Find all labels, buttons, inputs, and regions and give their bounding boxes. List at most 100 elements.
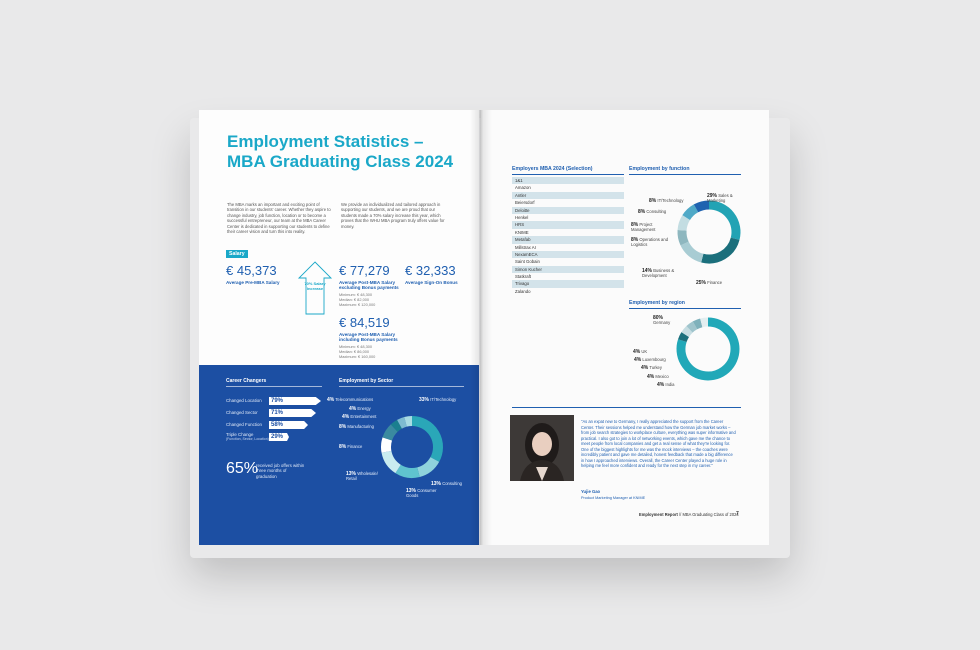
function-value-pm: 8% [631, 222, 639, 228]
sector-value-energy: 4% [349, 406, 357, 412]
sector-legend-it: 33% IT/Technology [419, 397, 456, 403]
post-mba-median: Median: € 82,000 [339, 296, 370, 302]
post-bonus-min: Minimum: € 48,300 [339, 344, 373, 349]
function-value-sales: 29% [707, 193, 718, 199]
sector-slice-4 [381, 437, 393, 453]
employer-row: NexamECA [512, 250, 624, 259]
sector-name-finance: Finance [347, 444, 363, 449]
sector-slice-7 [397, 416, 407, 429]
region-value-uk: 4% [633, 349, 641, 355]
sector-legend-entertainment: 4% Entertainment [342, 414, 377, 420]
sector-value-telecom: 4% [327, 397, 335, 403]
region-name-turkey: Turkey [649, 365, 662, 370]
employer-row: HRS [512, 221, 624, 229]
footer-report: Employment Report [639, 512, 678, 517]
post-mba-stats: Minimum: € 48,300 Median: € 82,000 Maxim… [339, 292, 375, 307]
post-bonus-median: Median: € 86,000 [339, 348, 370, 354]
function-legend-finance: 25% Finance [696, 280, 723, 286]
employer-row: Amazon [515, 185, 531, 191]
changer-bar-triple: 29% [269, 433, 289, 441]
portrait-photo [510, 415, 574, 481]
sector-slice-5 [382, 424, 398, 441]
sector-rule [339, 386, 464, 387]
post-mba-value: € 77,279 [339, 263, 390, 278]
region-value-germany: 80% [653, 315, 664, 321]
region-name-india: India [665, 382, 675, 387]
function-legend-ops: 8% Operations and Logistics [631, 237, 675, 248]
sector-legend-energy: 4% Energy [349, 406, 371, 412]
signon-label: Average Sign-On Bonus [405, 280, 458, 285]
page-number: 7 [736, 511, 739, 517]
sector-name-manufacturing: Manufacturing [347, 424, 374, 429]
testimonial-role: Product Marketing Manager at KNIME [581, 496, 646, 500]
sector-value-consumer: 13% [406, 488, 417, 494]
region-legend-india: 4% India [657, 382, 675, 388]
employer-row: Trivago [512, 280, 624, 288]
region-donut [676, 317, 740, 381]
sector-slice-0 [411, 416, 443, 462]
increase-arrow-label: 70% Salary Increase [304, 281, 326, 291]
sector-slice-2 [395, 464, 420, 478]
function-slice-6 [693, 200, 710, 213]
pre-mba-value: € 45,373 [226, 263, 277, 278]
employer-row: Zalando [515, 288, 531, 294]
region-legend-mexico: 4% Mexico [647, 374, 669, 380]
function-slice-0 [708, 200, 741, 240]
sector-legend-finance: 8% Finance [339, 444, 363, 450]
employer-row: Simon Kucher [512, 265, 624, 274]
employer-row: Antler [512, 191, 624, 200]
function-legend-pm: 8% Project Management [631, 222, 673, 233]
employer-row: Henkel [515, 214, 529, 220]
function-name-ops: Operations and Logistics [631, 237, 669, 247]
function-title: Employment by function [629, 166, 690, 172]
sector-value-wholesale: 13% [346, 471, 357, 477]
function-legend-consulting: 8% Consulting [638, 209, 666, 215]
changer-bar-sector: 71% [269, 409, 316, 417]
region-value-india: 4% [657, 382, 665, 388]
testimonial-quote: "As an expat new to Germany, I really ap… [581, 419, 736, 468]
sector-donut [381, 416, 443, 478]
function-name-sales: Sales & Marketing [707, 193, 733, 203]
sector-title: Employment by Sector [339, 378, 394, 384]
sector-value-it: 33% [419, 397, 430, 403]
employer-row: Statkraft [515, 274, 532, 280]
region-slice-0 [676, 317, 740, 381]
post-bonus-stats: Minimum: € 48,300 Median: € 86,000 Maxim… [339, 344, 375, 359]
left-page: Employment Statistics – MBA Graduating C… [199, 110, 479, 545]
salary-tag: Salary [226, 250, 248, 258]
post-mba-label: Average Post-MBA Salary excluding Bonus … [339, 280, 399, 291]
region-value-turkey: 4% [641, 365, 649, 371]
function-rule [629, 174, 741, 175]
function-legend-it: 8% IT/Technology [649, 198, 683, 204]
function-value-it: 8% [649, 198, 657, 204]
sector-name-consulting: Consulting [442, 481, 462, 486]
post-bonus-label: Average Post-MBA Salary including Bonus … [339, 332, 398, 343]
function-name-finance: Finance [707, 280, 723, 285]
changer-bar-function: 58% [269, 421, 308, 429]
function-slice-4 [677, 215, 691, 231]
employers-rule [512, 174, 624, 175]
region-slice-1 [678, 332, 690, 343]
function-legend-bd: 14% Business & Development [642, 268, 684, 279]
sector-value-finance: 8% [339, 444, 347, 450]
employer-row: 1&1 [512, 177, 624, 185]
employer-row: Metafab [512, 236, 624, 244]
title-line-1: Employment Statistics – [227, 132, 424, 151]
region-name-uk: UK [641, 349, 648, 354]
region-name-luxembourg: Luxembourg [642, 357, 666, 362]
sector-name-entertainment: Entertainment [350, 414, 377, 419]
sector-legend-consumer: 13% Consumer Goods [406, 488, 440, 499]
increase-arrow [297, 261, 333, 315]
page-title: Employment Statistics – MBA Graduating C… [227, 132, 467, 172]
sector-value-entertainment: 4% [342, 414, 350, 420]
sector-value-manufacturing: 8% [339, 424, 347, 430]
sector-legend-manufacturing: 8% Manufacturing [339, 424, 374, 430]
employer-row: KNIME [515, 229, 529, 235]
region-name-mexico: Mexico [655, 374, 669, 379]
quote-rule [512, 407, 741, 408]
sector-name-energy: Energy [357, 406, 371, 411]
region-legend-germany: 80% Germany [653, 316, 673, 326]
employer-row: Saint Gobain [515, 259, 540, 265]
changer-bar-location: 79% [269, 397, 321, 405]
region-slice-2 [681, 326, 693, 338]
